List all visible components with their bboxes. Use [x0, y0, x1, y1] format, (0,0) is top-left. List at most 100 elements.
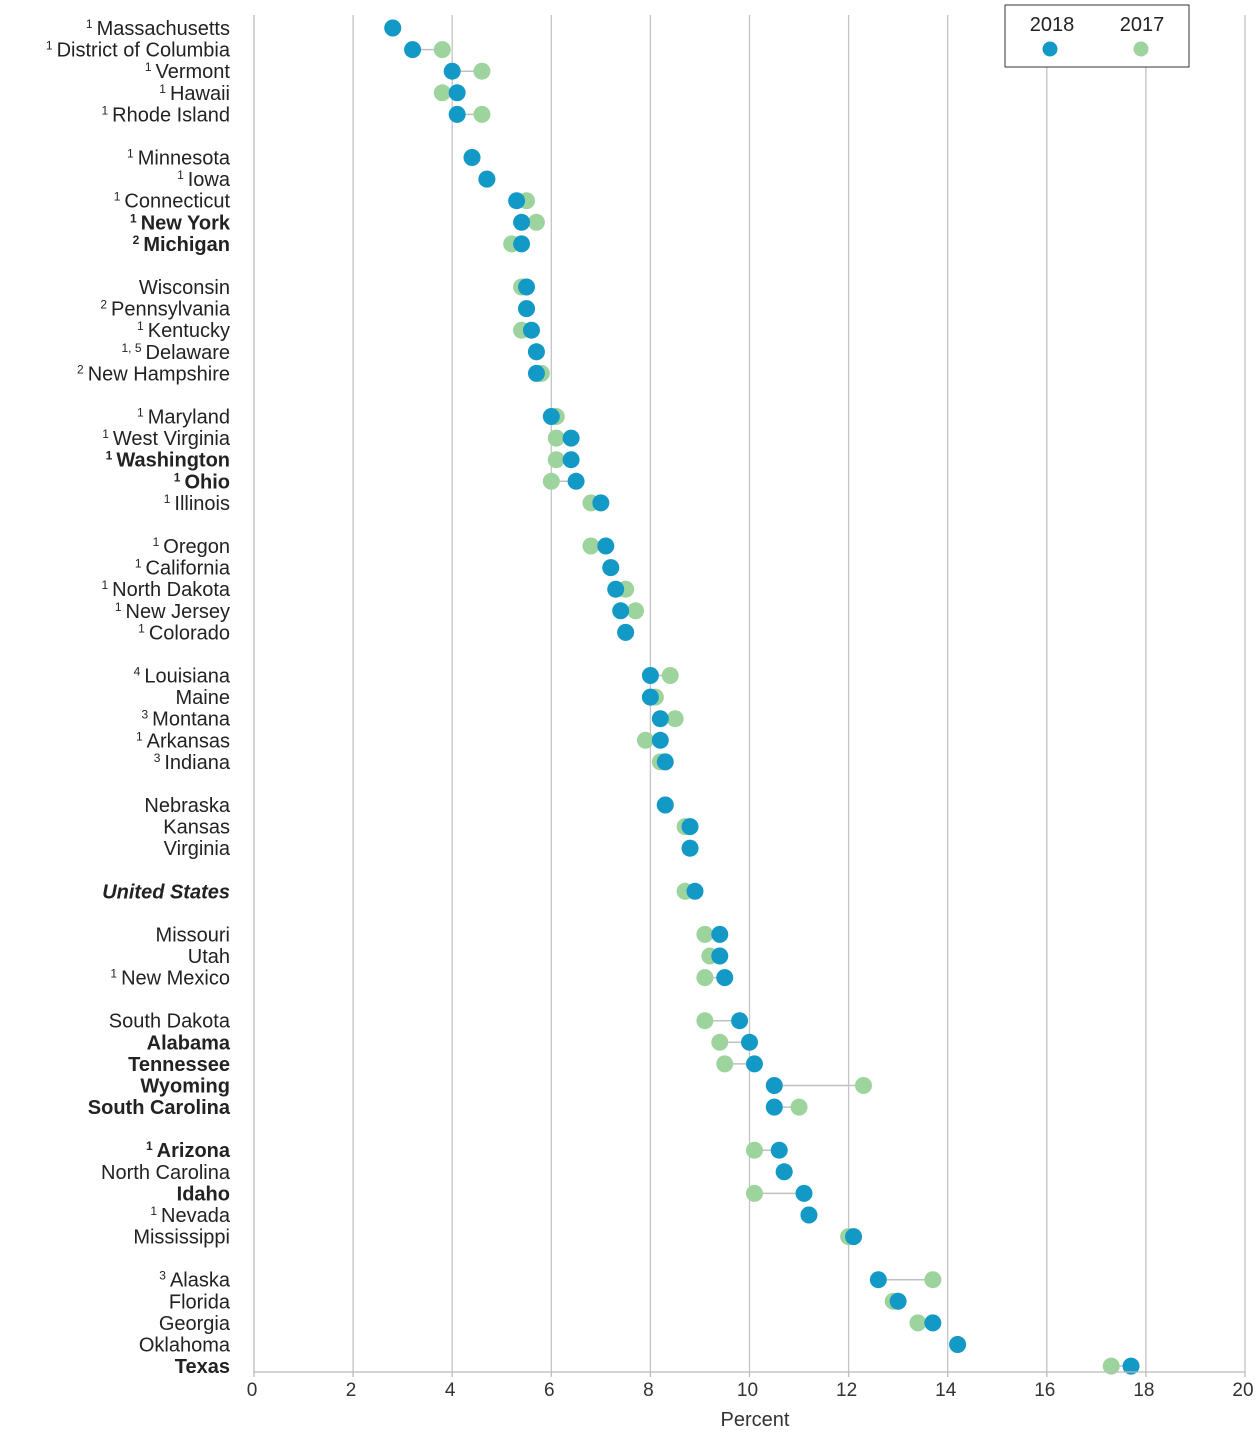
point-2018-massachusetts: [384, 19, 402, 37]
point-2018-louisiana: [641, 667, 659, 684]
point-2017-georgia: [909, 1314, 927, 1332]
point-2018-maryland: [542, 408, 560, 425]
row-label-north-carolina: North Carolina: [101, 1162, 231, 1184]
point-2018-nebraska: [656, 796, 674, 814]
row-label-kansas: Kansas: [163, 817, 230, 839]
point-2017-vermont: [473, 62, 491, 80]
row-label-west-virginia: 1 West Virginia: [102, 427, 231, 450]
point-2018-north-dakota: [607, 580, 625, 598]
point-2018-florida: [889, 1292, 907, 1310]
row-label-new-jersey: 1 New Jersey: [115, 600, 230, 623]
point-2018-arkansas: [651, 731, 669, 749]
x-tick-label-2: 2: [346, 1380, 357, 1401]
point-2018-alabama: [741, 1033, 758, 1051]
x-tick-label-18: 18: [1133, 1380, 1154, 1401]
x-tick-label-20: 20: [1232, 1380, 1253, 1401]
row-label-massachusetts: 1 Massachusetts: [86, 17, 230, 40]
point-2018-alaska: [869, 1271, 887, 1289]
row-label-arizona: 1 Arizona: [146, 1139, 231, 1162]
row-label-louisiana: 4 Louisiana: [134, 665, 231, 688]
point-2018-wisconsin: [518, 278, 536, 296]
point-2017-wyoming: [854, 1077, 872, 1094]
point-2018-california: [602, 559, 620, 577]
point-2018-tennessee: [745, 1055, 763, 1073]
row-label-south-dakota: South Dakota: [109, 1011, 231, 1033]
x-tick-label-8: 8: [643, 1380, 654, 1401]
point-2017-new-jersey: [627, 602, 645, 620]
point-2018-kansas: [681, 818, 699, 836]
point-2017-west-virginia: [547, 429, 565, 447]
row-label-montana: 3 Montana: [141, 708, 230, 731]
row-label-new-york: 1 New York: [130, 211, 231, 234]
row-label-washington: 1 Washington: [106, 449, 230, 472]
row-label-illinois: 1 Illinois: [164, 492, 230, 515]
x-tick-label-0: 0: [247, 1380, 258, 1401]
point-2017-alaska: [924, 1271, 942, 1289]
point-2017-new-mexico: [696, 969, 714, 987]
row-label-north-dakota: 1 North Dakota: [101, 578, 230, 601]
row-label-alabama: Alabama: [147, 1032, 231, 1054]
row-label-united-states: United States: [102, 881, 230, 903]
row-label-colorado: 1 Colorado: [138, 621, 230, 644]
point-2018-south-carolina: [765, 1098, 783, 1116]
point-2017-missouri: [696, 925, 714, 943]
row-label-wisconsin: Wisconsin: [139, 277, 230, 299]
row-label-utah: Utah: [188, 946, 230, 968]
legend-box: [1004, 4, 1190, 68]
point-2018-nevada: [800, 1206, 818, 1224]
grid-lines: [352, 15, 1246, 1372]
point-2018-new-hampshire: [527, 364, 545, 382]
row-label-indiana: 3 Indiana: [154, 751, 231, 774]
point-2018-minnesota: [463, 149, 481, 166]
point-2018-new-jersey: [612, 602, 630, 620]
point-2018-arizona: [770, 1141, 788, 1159]
point-2017-south-dakota: [696, 1012, 714, 1030]
row-label-district-of-columbia: 1 District of Columbia: [46, 39, 231, 62]
row-label-florida: Florida: [169, 1291, 231, 1313]
row-label-virginia: Virginia: [164, 838, 231, 860]
row-label-maine: Maine: [176, 687, 230, 709]
point-2018-texas: [1122, 1357, 1140, 1375]
point-2017-ohio: [542, 472, 560, 490]
point-2018-washington: [562, 451, 580, 469]
legend-marker-2017: [1133, 41, 1149, 57]
point-2018-illinois: [592, 494, 610, 512]
point-2018-rhode-island: [448, 105, 466, 123]
point-2018-united-states: [686, 882, 704, 900]
x-tick-label-6: 6: [544, 1380, 555, 1401]
x-tick-label-12: 12: [836, 1380, 857, 1401]
row-label-tennessee: Tennessee: [128, 1054, 230, 1076]
row-label-alaska: 3 Alaska: [159, 1269, 231, 1292]
point-2018-iowa: [478, 170, 496, 188]
point-2018-idaho: [795, 1184, 813, 1202]
row-label-pennsylvania: 2 Pennsylvania: [100, 298, 231, 321]
point-2017-washington: [547, 451, 565, 469]
row-label-oklahoma: Oklahoma: [139, 1335, 231, 1357]
point-2018-indiana: [656, 753, 674, 771]
point-2017-idaho: [745, 1184, 763, 1202]
row-label-minnesota: 1 Minnesota: [127, 147, 231, 170]
point-2017-montana: [666, 710, 684, 728]
point-2018-new-york: [513, 213, 531, 231]
point-2017-alabama: [711, 1033, 729, 1051]
point-2018-utah: [711, 947, 729, 965]
x-axis: 0 2 4 6 8 10 12 14 16 18 20: [247, 15, 1254, 1401]
x-tick-label-14: 14: [935, 1380, 957, 1401]
row-label-ohio: 1 Ohio: [174, 470, 230, 493]
legend: 2018 2017: [1004, 4, 1190, 68]
row-label-california: 1 California: [135, 557, 231, 580]
row-label-mississippi: Mississippi: [133, 1227, 230, 1249]
row-label-michigan: 2 Michigan: [133, 233, 230, 256]
point-2017-tennessee: [716, 1055, 734, 1073]
legend-label-2017: 2017: [1120, 14, 1165, 36]
row-label-wyoming: Wyoming: [140, 1076, 230, 1098]
legend-marker-2018: [1042, 41, 1058, 57]
x-axis-title: Percent: [721, 1409, 790, 1431]
point-2017-new-york: [527, 213, 545, 231]
row-label-hawaii: 1 Hawaii: [159, 82, 230, 105]
x-tick-label-16: 16: [1034, 1380, 1055, 1401]
point-2018-michigan: [513, 235, 531, 253]
point-2017-arkansas: [636, 731, 654, 749]
